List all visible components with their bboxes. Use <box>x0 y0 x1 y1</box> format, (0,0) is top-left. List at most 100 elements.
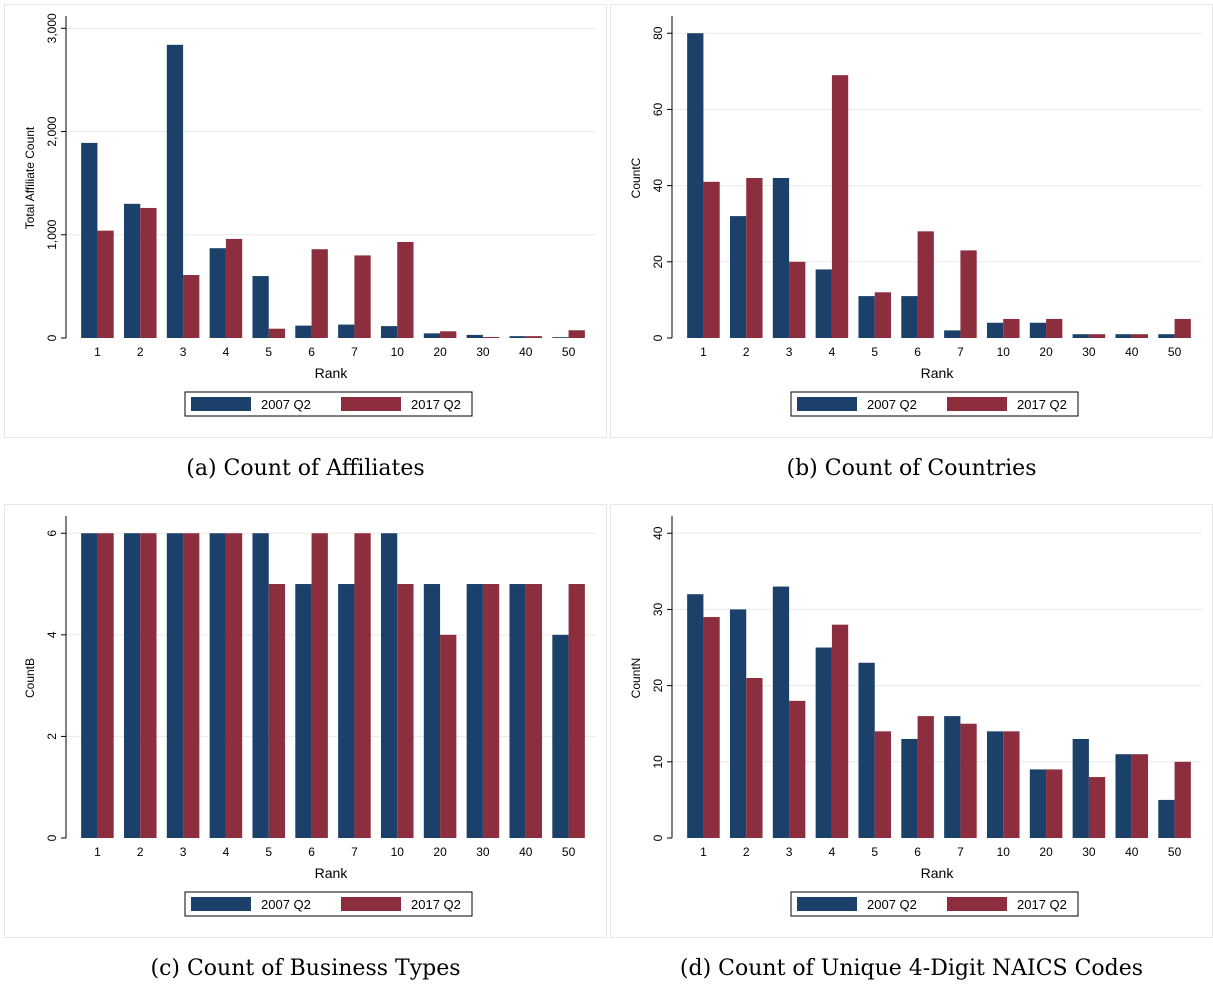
bar-2017-rank-30 <box>1088 777 1106 838</box>
legend-label-2007: 2007 Q2 <box>261 397 311 412</box>
x-tick-label: 3 <box>180 845 187 859</box>
y-tick-label: 0 <box>651 334 665 341</box>
bar-2017-rank-4 <box>831 75 849 339</box>
bar-2007-rank-30 <box>1072 334 1089 338</box>
bar-2017-rank-2 <box>746 178 763 338</box>
bar-2007-rank-7 <box>338 324 355 338</box>
bar-2007-rank-1 <box>687 594 704 838</box>
x-tick-label: 5 <box>265 345 272 359</box>
y-tick-label: 4 <box>45 631 59 638</box>
chart-frame <box>4 4 607 438</box>
bar-2007-rank-4 <box>815 269 832 338</box>
legend-label-2017: 2017 Q2 <box>411 397 461 412</box>
x-tick-label: 20 <box>1039 345 1053 359</box>
bar-2007-rank-6 <box>295 325 312 338</box>
bar-2017-rank-2 <box>140 533 157 838</box>
x-tick-label: 10 <box>391 845 405 859</box>
bar-2017-rank-7 <box>960 250 977 338</box>
y-tick-label: 30 <box>651 602 665 616</box>
bar-2017-rank-10 <box>1003 731 1020 838</box>
x-tick-label: 4 <box>223 845 230 859</box>
x-tick-label: 4 <box>829 345 836 359</box>
x-tick-label: 30 <box>476 845 490 859</box>
y-tick-label: 3,000 <box>45 13 59 43</box>
legend-swatch-2017 <box>947 897 1007 911</box>
bar-2017-rank-7 <box>354 255 371 338</box>
x-tick-label: 6 <box>308 345 315 359</box>
y-axis-label: CountN <box>629 658 643 699</box>
bar-2007-rank-40 <box>509 584 526 838</box>
y-tick-label: 80 <box>651 26 665 40</box>
x-tick-label: 7 <box>957 345 964 359</box>
legend-swatch-2007 <box>191 397 251 411</box>
bar-2017-rank-5 <box>874 292 892 338</box>
y-tick-label: 0 <box>45 334 59 341</box>
bar-2007-rank-10 <box>986 731 1004 838</box>
bar-2017-rank-40 <box>1131 334 1149 338</box>
x-tick-label: 40 <box>519 845 533 859</box>
x-tick-label: 1 <box>700 845 707 859</box>
x-tick-label: 3 <box>180 345 187 359</box>
bar-2007-rank-50 <box>552 634 569 838</box>
bar-2017-rank-50 <box>1174 318 1191 338</box>
bar-2007-rank-5 <box>858 662 875 838</box>
bar-2017-rank-40 <box>1131 754 1149 838</box>
chart-panel-d: 0 10 20 30 40 CountN 1 2 3 4 5 6 7 10 20 30 40 50 Rank 2007… <box>610 504 1213 999</box>
bar-2007-rank-10 <box>380 533 398 838</box>
x-tick-label: 4 <box>829 845 836 859</box>
chart-b: 0 20 40 60 80 CountC 1 2 3 4 5 6 7 10 20 30 40 50 Rank 2007… <box>610 4 1213 438</box>
x-tick-label: 3 <box>786 845 793 859</box>
x-tick-label: 7 <box>351 845 358 859</box>
x-tick-label: 50 <box>562 345 576 359</box>
x-axis-label: Rank <box>921 865 955 881</box>
bar-2017-rank-3 <box>789 261 806 338</box>
bar-2007-rank-30 <box>1072 738 1089 838</box>
bar-2017-rank-1 <box>703 181 720 338</box>
y-tick-label: 6 <box>45 530 59 537</box>
x-axis-label: Rank <box>315 365 349 381</box>
bar-2017-rank-20 <box>440 634 457 838</box>
x-axis-label: Rank <box>315 865 349 881</box>
bar-2017-rank-50 <box>1174 761 1191 838</box>
bar-2017-rank-20 <box>440 331 457 338</box>
bar-2007-rank-7 <box>944 716 961 838</box>
bar-2007-rank-40 <box>1115 754 1132 838</box>
bar-2017-rank-20 <box>1046 769 1063 838</box>
bar-2007-rank-3 <box>166 533 184 838</box>
legend-label-2017: 2017 Q2 <box>1017 897 1067 912</box>
chart-c: 0 2 4 6 CountB 1 2 3 4 5 6 7 10 20 30 40 50 Rank 2007 Q2 20… <box>4 504 607 938</box>
chart-panel-a: 0 1,000 2,000 3,000 Total Affiliate Count 1 2 3… <box>4 4 607 499</box>
bar-2007-rank-30 <box>466 584 483 838</box>
x-tick-label: 50 <box>1168 345 1182 359</box>
x-tick-label: 50 <box>562 845 576 859</box>
x-tick-label: 3 <box>786 345 793 359</box>
x-tick-label: 6 <box>914 345 921 359</box>
bar-2007-rank-2 <box>729 609 747 838</box>
bar-2017-rank-50 <box>568 330 585 338</box>
bar-2017-rank-6 <box>311 533 328 838</box>
bar-2017-rank-4 <box>225 238 243 338</box>
bar-2007-rank-7 <box>944 330 961 338</box>
bar-2017-rank-3 <box>789 700 806 838</box>
bar-2017-rank-2 <box>746 678 763 838</box>
bar-2007-rank-5 <box>252 533 269 838</box>
x-tick-label: 2 <box>743 345 750 359</box>
bar-2007-rank-20 <box>423 333 441 338</box>
x-tick-label: 40 <box>1125 345 1139 359</box>
bar-2007-rank-3 <box>772 586 790 838</box>
bar-2017-rank-6 <box>917 231 934 338</box>
bar-2007-rank-3 <box>166 44 184 338</box>
y-tick-label: 10 <box>651 755 665 769</box>
chart-caption-b: (b) Count of Countries <box>786 456 1037 481</box>
bar-2007-rank-40 <box>1115 334 1132 338</box>
chart-frame <box>4 504 607 938</box>
bar-2007-rank-50 <box>552 337 569 338</box>
legend-label-2007: 2007 Q2 <box>867 897 917 912</box>
bar-2017-rank-7 <box>960 723 977 838</box>
x-tick-label: 2 <box>137 345 144 359</box>
y-tick-label: 2,000 <box>45 116 59 146</box>
legend-label-2017: 2017 Q2 <box>411 897 461 912</box>
bar-2017-rank-10 <box>1003 318 1020 338</box>
x-tick-label: 6 <box>914 845 921 859</box>
bar-2007-rank-4 <box>209 248 226 338</box>
